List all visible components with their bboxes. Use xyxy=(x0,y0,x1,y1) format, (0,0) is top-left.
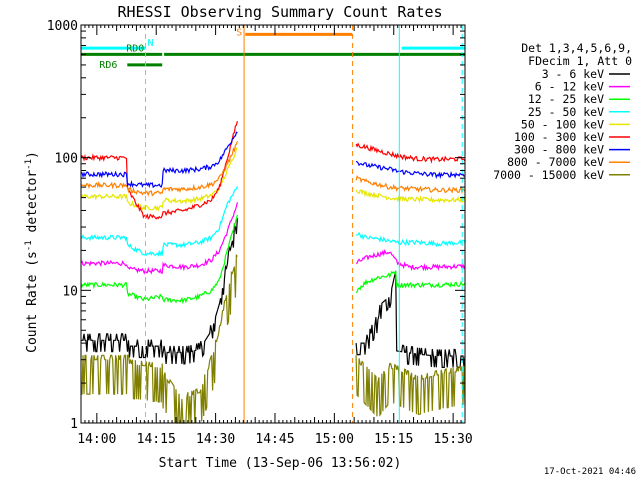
series-5-segment-1 xyxy=(355,142,466,164)
legend-header-line2: FDecim 1, Att 0 xyxy=(528,54,632,68)
series-layer xyxy=(80,121,466,424)
y-tick-label-0: 1 xyxy=(70,417,78,432)
flag-label-s: S xyxy=(236,27,242,38)
legend-label-6: 300 - 800 keV xyxy=(514,143,604,157)
plot-frame xyxy=(80,24,466,424)
series-2 xyxy=(80,214,466,305)
x-tick-label-0: 14:00 xyxy=(77,432,116,447)
series-2-segment-0 xyxy=(80,214,238,305)
series-8-segment-1 xyxy=(355,355,466,417)
y-tick-label-2: 100 xyxy=(55,152,78,167)
y-axis-label-part2: detector xyxy=(25,170,40,241)
series-6-segment-0 xyxy=(80,131,238,189)
legend-label-8: 7000 - 15000 keV xyxy=(493,168,604,182)
legend: Det 1,3,4,5,6,9, FDecim 1, Att 0 3 - 6 k… xyxy=(493,41,632,182)
series-3-segment-0 xyxy=(80,186,238,257)
series-1 xyxy=(80,202,466,275)
series-0 xyxy=(81,218,466,368)
series-5 xyxy=(80,121,466,220)
flag-label-rd6: RD6 xyxy=(99,60,117,71)
y-tick-label-1: 10 xyxy=(62,284,78,299)
y-axis-label-sup2: -1 xyxy=(24,159,34,170)
legend-label-7: 800 - 7000 keV xyxy=(507,155,604,169)
chart-title: RHESSI Observing Summary Count Rates xyxy=(117,3,442,21)
series-7-segment-1 xyxy=(355,175,466,195)
y-axis-label-part1: Count Rate (s xyxy=(25,251,40,353)
y-axis-label-sup1: -1 xyxy=(24,240,34,251)
series-2-segment-1 xyxy=(355,270,466,294)
legend-label-0: 3 - 6 keV xyxy=(542,67,604,81)
flag-label-n: N xyxy=(148,38,154,49)
legend-header-line1: Det 1,3,4,5,6,9, xyxy=(521,41,632,55)
series-1-segment-1 xyxy=(355,248,466,272)
series-8-segment-0 xyxy=(81,253,238,424)
x-tick-label-1: 14:15 xyxy=(137,432,176,447)
y-axis-label: Count Rate (s-1 detector-1) xyxy=(24,151,40,353)
series-7 xyxy=(80,141,466,197)
x-tick-label-5: 15:15 xyxy=(374,432,413,447)
series-0-segment-1 xyxy=(355,270,466,368)
series-4-segment-0 xyxy=(80,147,238,212)
series-4-segment-1 xyxy=(355,189,466,204)
x-tick-label-6: 15:30 xyxy=(434,432,473,447)
series-7-segment-0 xyxy=(80,141,238,197)
legend-label-3: 25 - 50 keV xyxy=(528,105,604,119)
series-3-segment-1 xyxy=(355,231,466,248)
legend-label-5: 100 - 300 keV xyxy=(514,130,604,144)
series-8 xyxy=(81,253,466,424)
x-axis-label: Start Time (13-Sep-06 13:56:02) xyxy=(159,456,402,471)
series-3 xyxy=(80,186,466,257)
y-tick-label-3: 1000 xyxy=(47,19,78,34)
timestamp: 17-Oct-2021 04:46 xyxy=(544,467,636,477)
series-4 xyxy=(80,147,466,212)
axis-ticks: 1 10 100 1000 14:00 14:15 14:30 14:45 15:00 15:15… xyxy=(47,19,473,447)
series-5-segment-0 xyxy=(80,121,238,220)
legend-label-4: 50 - 100 keV xyxy=(521,117,604,131)
legend-label-1: 6 - 12 keV xyxy=(535,80,604,94)
x-tick-label-4: 15:00 xyxy=(315,432,354,447)
series-6-segment-1 xyxy=(355,160,466,180)
vertical-markers xyxy=(145,25,463,423)
x-tick-label-2: 14:30 xyxy=(196,432,235,447)
series-1-segment-0 xyxy=(80,202,238,275)
series-0-segment-0 xyxy=(81,218,238,365)
legend-label-2: 12 - 25 keV xyxy=(528,92,604,106)
flag-label-rd0: RD0 xyxy=(126,43,144,54)
observing-flags: N S RD0 RD6 xyxy=(81,27,465,71)
x-tick-label-3: 14:45 xyxy=(255,432,294,447)
series-6 xyxy=(80,131,466,189)
y-axis-label-part3: ) xyxy=(25,151,40,159)
